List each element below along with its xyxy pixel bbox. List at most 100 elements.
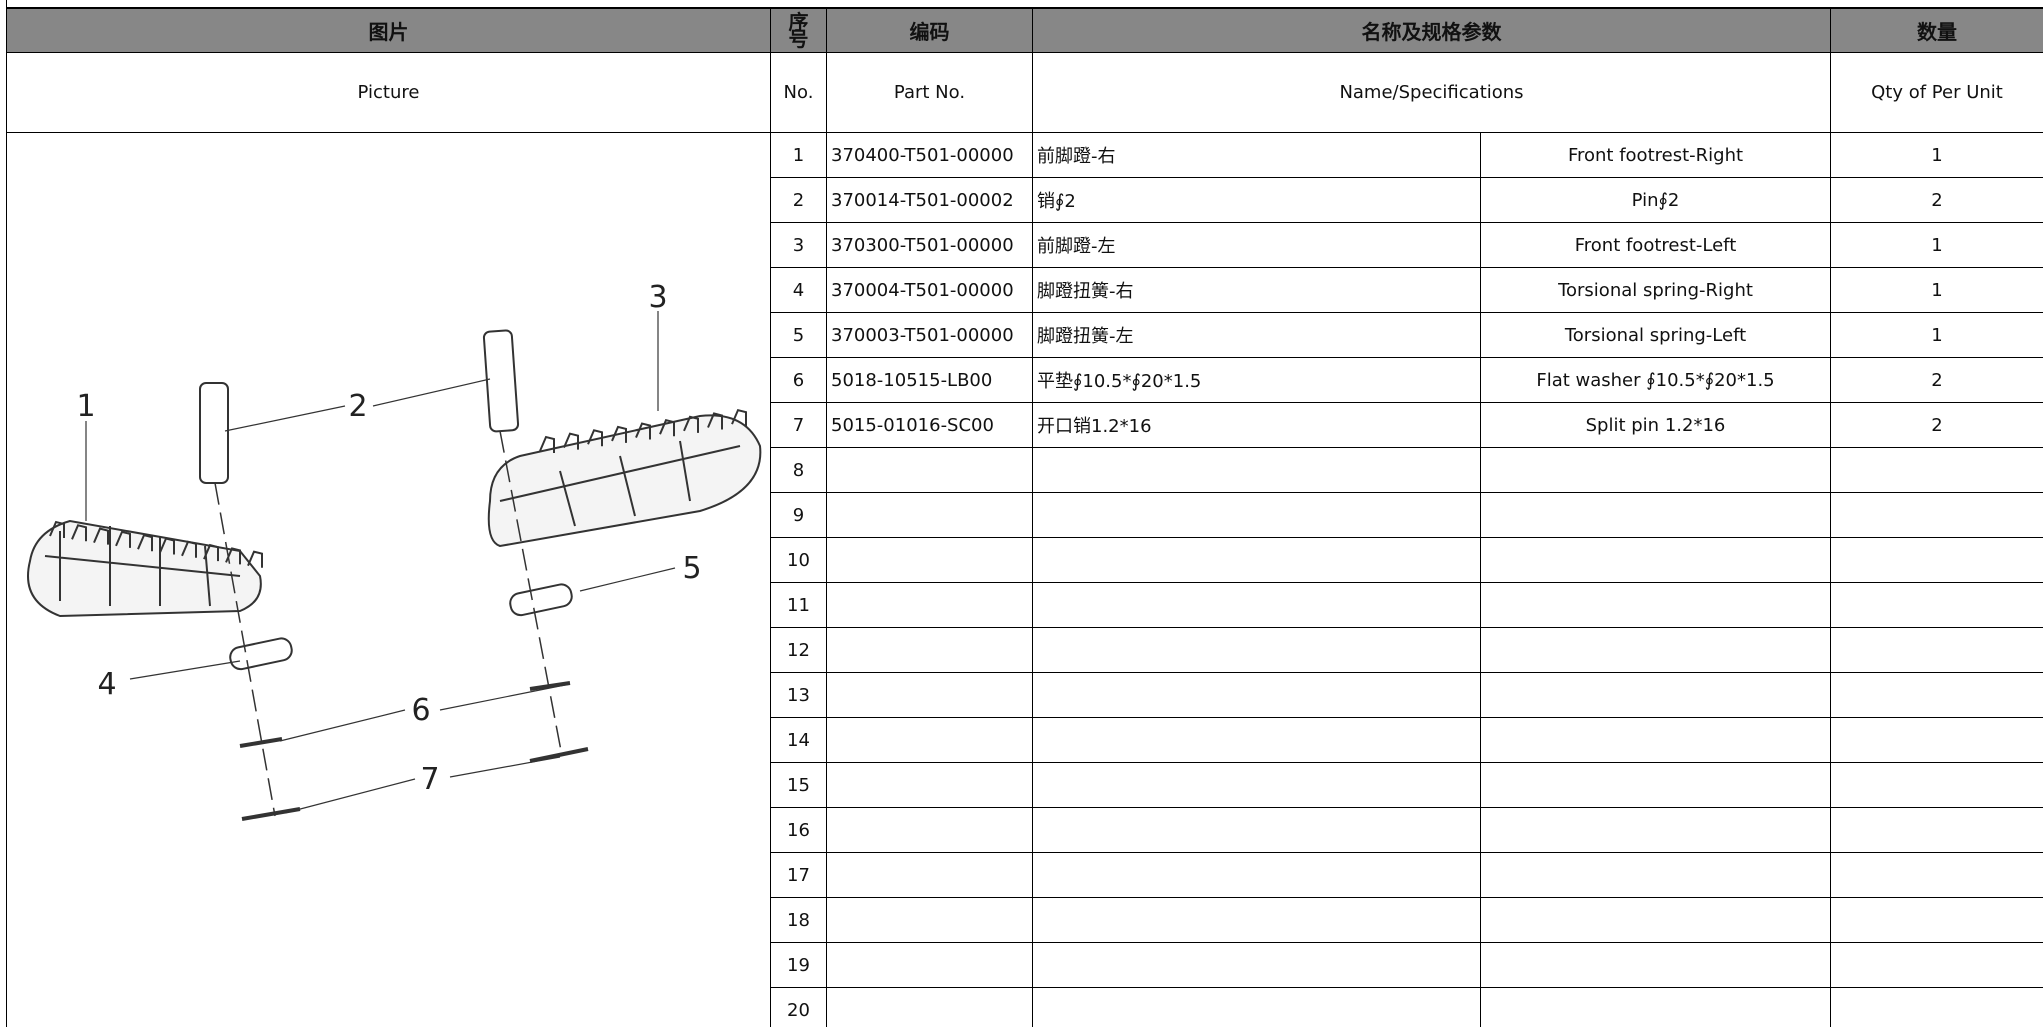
callout-label: 6: [411, 693, 430, 728]
cell-part-no: [826, 897, 1033, 943]
header-cell: 图片: [6, 8, 771, 53]
cell-name-en: Torsional spring-Right: [1480, 267, 1831, 313]
part-shape: [284, 778, 416, 814]
subheader-cell: No.: [770, 52, 827, 133]
cell-name-en: Split pin 1.2*16: [1480, 402, 1831, 448]
data-row: 2 370014-T501-00002 销∮2 Pin∮2 2: [7, 177, 2043, 223]
cell-part-no: [826, 807, 1033, 853]
cell-part-no: [826, 942, 1033, 988]
cell-part-no: [826, 582, 1033, 628]
cell-qty: [1830, 762, 2043, 808]
cell-name-cn: [1032, 942, 1481, 988]
part-shape: [509, 583, 573, 617]
cell-name-cn: 销∮2: [1032, 177, 1481, 223]
part-shape: [279, 709, 406, 742]
cell-part-no: 370003-T501-00000: [826, 312, 1033, 358]
data-row: 15: [7, 762, 2043, 808]
part-shape: [449, 756, 561, 778]
cell-name-en: Torsional spring-Left: [1480, 312, 1831, 358]
cell-part-no: [826, 447, 1033, 493]
cell-name-cn: [1032, 897, 1481, 943]
cell-qty: [1830, 582, 2043, 628]
subheader-row: Picture No. Part No. Name/Specifications…: [6, 52, 2043, 133]
cell-name-cn: 开口销1.2*16: [1032, 402, 1481, 448]
part-shape: [635, 422, 651, 440]
cell-name-en: Flat washer ∮10.5*∮20*1.5: [1480, 357, 1831, 403]
cell-no: 11: [770, 582, 827, 628]
part-shape: [563, 432, 579, 450]
cell-name-en: Pin∮2: [1480, 177, 1831, 223]
data-row: 6 5018-10515-LB00 平垫∮10.5*∮20*1.5 Flat wash…: [7, 357, 2043, 403]
top-band: [6, 0, 2043, 8]
cell-name-cn: [1032, 852, 1481, 898]
cell-no: 7: [770, 402, 827, 448]
part-shape: [115, 530, 131, 548]
cell-part-no: 5015-01016-SC00: [826, 402, 1033, 448]
cell-qty: [1830, 537, 2043, 583]
cell-no: 6: [770, 357, 827, 403]
cell-no: 8: [770, 447, 827, 493]
cell-name-cn: [1032, 672, 1481, 718]
cell-name-cn: [1032, 807, 1481, 853]
header-cell: 序号: [770, 8, 827, 53]
data-row: 9: [7, 492, 2043, 538]
cell-name-cn: [1032, 582, 1481, 628]
cell-name-cn: 前脚蹬-右: [1032, 132, 1481, 178]
cell-name-en: Front footrest-Left: [1480, 222, 1831, 268]
cell-name-cn: 平垫∮10.5*∮20*1.5: [1032, 357, 1481, 403]
cell-name-cn: [1032, 717, 1481, 763]
part-shape: [372, 378, 491, 407]
cell-qty: [1830, 447, 2043, 493]
cell-qty: 1: [1830, 312, 2043, 358]
part-shape: [27, 519, 262, 618]
cell-name-en: [1480, 672, 1831, 718]
data-row: 3 370300-T501-00000 前脚蹬-左 Front footrest-Le…: [7, 222, 2043, 268]
part-shape: [225, 547, 241, 565]
cell-name-en: [1480, 492, 1831, 538]
cell-name-cn: [1032, 447, 1481, 493]
part-shape: [44, 526, 241, 607]
data-row: 4 370004-T501-00000 脚蹬扭簧-右 Torsional spring…: [7, 267, 2043, 313]
cell-part-no: 370014-T501-00002: [826, 177, 1033, 223]
part-shape: [587, 429, 603, 447]
cell-no: 17: [770, 852, 827, 898]
cell-no: 4: [770, 267, 827, 313]
cell-part-no: [826, 627, 1033, 673]
data-row: 14: [7, 717, 2043, 763]
data-row: 5 370003-T501-00000 脚蹬扭簧-左 Torsional spring…: [7, 312, 2043, 358]
part-shape: [71, 524, 87, 542]
cell-no: 18: [770, 897, 827, 943]
header-cell: 数量: [1830, 8, 2043, 53]
callout-label: 2: [348, 389, 367, 424]
callout-label: 3: [648, 280, 667, 315]
cell-qty: [1830, 807, 2043, 853]
part-shape: [499, 440, 741, 527]
part-shape: [214, 430, 563, 817]
callout-label: 5: [682, 551, 701, 586]
part-shape: [482, 329, 520, 433]
cell-qty: [1830, 627, 2043, 673]
cell-qty: [1830, 897, 2043, 943]
subheader-cell: Part No.: [826, 52, 1033, 133]
cell-no: 3: [770, 222, 827, 268]
data-row: 13: [7, 672, 2043, 718]
cell-name-en: [1480, 852, 1831, 898]
part-shape: [611, 425, 627, 443]
cell-part-no: 370400-T501-00000: [826, 132, 1033, 178]
part-shape: [239, 681, 589, 821]
cell-name-en: [1480, 987, 1831, 1027]
cell-qty: [1830, 852, 2043, 898]
cell-no: 14: [770, 717, 827, 763]
data-row: 10: [7, 537, 2043, 583]
part-shape: [181, 540, 197, 558]
data-row: 19: [7, 942, 2043, 988]
cell-name-cn: 脚蹬扭簧-左: [1032, 312, 1481, 358]
cell-no: 20: [770, 987, 827, 1027]
part-shape: [93, 527, 109, 545]
cell-qty: [1830, 492, 2043, 538]
part-shape: [659, 419, 675, 437]
cell-no: 15: [770, 762, 827, 808]
part-shape: [129, 660, 241, 680]
cell-no: 12: [770, 627, 827, 673]
part-shape: [137, 534, 153, 552]
